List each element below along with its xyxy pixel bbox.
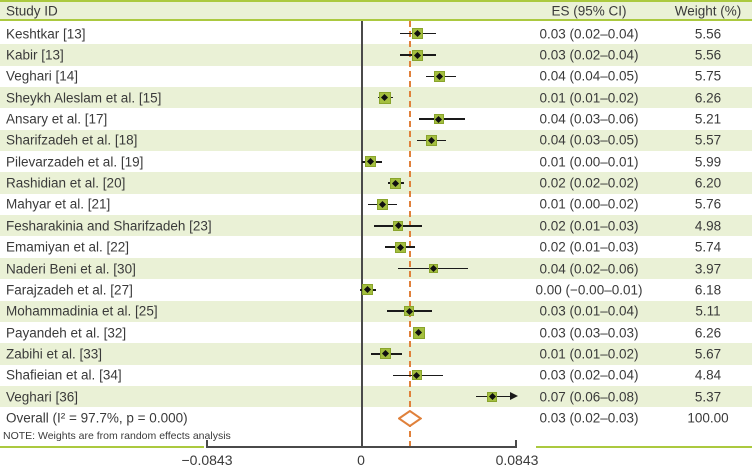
study-es-ci: 0.01 (0.01–0.02) [539, 346, 639, 362]
study-label: Shafieian et al. [34] [6, 367, 122, 383]
study-es-ci: 0.01 (0.00–0.01) [539, 154, 639, 170]
study-row: Sharifzadeh et al. [18] 0.04 (0.03–0.05) 5… [0, 129, 752, 152]
study-weight: 6.26 [694, 325, 722, 341]
study-weight: 5.56 [694, 47, 722, 63]
study-row: Zabihi et al. [33] 0.01 (0.01–0.02) 5.67 [0, 343, 752, 365]
study-row: Veghari [36] 0.07 (0.06–0.08) 5.37 [0, 385, 752, 408]
study-label: Veghari [14] [6, 68, 79, 84]
study-label: Veghari [36] [6, 389, 79, 405]
study-es-ci: 0.04 (0.03–0.06) [539, 111, 639, 127]
x-axis-tick-zero [360, 440, 363, 448]
x-axis-tick-right [515, 440, 517, 448]
study-label: Keshtkar [13] [6, 26, 86, 42]
study-label: Sheykh Aleslam et al. [15] [6, 90, 162, 106]
study-row: Ansary et al. [17] 0.04 (0.03–0.06) 5.21 [0, 108, 752, 129]
study-es-ci: 0.02 (0.01–0.03) [539, 239, 639, 255]
study-label: Mahyar et al. [21] [6, 196, 111, 212]
study-es-ci: 0.02 (0.02–0.02) [539, 175, 639, 191]
study-row: Sheykh Aleslam et al. [15] 0.01 (0.01–0.0… [0, 87, 752, 109]
study-label: Farajzadeh et al. [27] [6, 282, 133, 298]
study-weight: 6.26 [694, 90, 722, 106]
study-row: Veghari [14] 0.04 (0.04–0.05) 5.75 [0, 66, 752, 87]
x-axis-tick-label-left: −0.0843 [181, 452, 233, 468]
x-axis-tick-label-right: 0.0843 [495, 452, 539, 468]
study-weight: 5.56 [694, 26, 722, 42]
study-es-ci: 0.01 (0.00–0.02) [539, 196, 639, 212]
study-label: Rashidian et al. [20] [6, 175, 126, 191]
study-row: Mahyar et al. [21] 0.01 (0.00–0.02) 5.76 [0, 194, 752, 215]
study-weight: 6.20 [694, 175, 722, 191]
study-row: Mohammadinia et al. [25] 0.03 (0.01–0.04)… [0, 300, 752, 322]
study-row: Farajzadeh et al. [27] 0.00 (−0.00–0.01) 6… [0, 279, 752, 300]
study-es-ci: 0.03 (0.02–0.04) [539, 47, 639, 63]
note-text: NOTE: Weights are from random effects an… [3, 430, 231, 442]
overall-label: Overall (I² = 97.7%, p = 0.000) [6, 410, 188, 426]
column-header-weight: Weight (%) [674, 3, 742, 18]
study-weight: 5.99 [694, 154, 722, 170]
study-weight: 4.98 [694, 218, 722, 234]
x-axis-tick-label-zero: 0 [357, 452, 365, 468]
study-weight: 3.97 [694, 261, 722, 277]
study-es-ci: 0.03 (0.02–0.04) [539, 367, 639, 383]
study-weight: 5.75 [694, 68, 722, 84]
study-es-ci: 0.00 (−0.00–0.01) [535, 282, 643, 298]
bottom-border-left [0, 446, 204, 448]
study-es-ci: 0.02 (0.01–0.03) [539, 218, 639, 234]
study-label: Zabihi et al. [33] [6, 346, 103, 362]
study-row: Keshtkar [13] 0.03 (0.02–0.04) 5.56 [0, 23, 752, 44]
study-label: Naderi Beni et al. [30] [6, 261, 136, 277]
study-weight: 4.84 [694, 367, 722, 383]
study-es-ci: 0.04 (0.04–0.05) [539, 68, 639, 84]
x-axis-tick-left [206, 440, 208, 448]
study-weight: 6.18 [694, 282, 722, 298]
study-es-ci: 0.03 (0.03–0.03) [539, 325, 639, 341]
study-label: Kabir [13] [6, 47, 64, 63]
study-row: Kabir [13] 0.03 (0.02–0.04) 5.56 [0, 44, 752, 66]
study-weight: 5.21 [694, 111, 722, 127]
study-es-ci: 0.01 (0.01–0.02) [539, 90, 639, 106]
study-row: Emamiyan et al. [22] 0.02 (0.01–0.03) 5.74 [0, 237, 752, 258]
overall-es-ci: 0.03 (0.02–0.03) [539, 410, 639, 426]
study-weight: 5.11 [695, 303, 721, 319]
table-header: Study ID ES (95% CI) Weight (%) [0, 0, 752, 21]
bottom-border-right [536, 446, 752, 448]
study-label: Sharifzadeh et al. [18] [6, 132, 138, 148]
study-row: Payandeh et al. [32] 0.03 (0.03–0.03) 6.26 [0, 322, 752, 343]
study-row: Naderi Beni et al. [30] 0.04 (0.02–0.06) 3… [0, 257, 752, 280]
study-row: Rashidian et al. [20] 0.02 (0.02–0.02) 6.2… [0, 172, 752, 194]
overall-weight: 100.00 [687, 410, 729, 426]
study-weight: 5.37 [694, 389, 722, 405]
study-row: Fesharakinia and Sharifzadeh [23] 0.02 (0… [0, 215, 752, 237]
column-header-study: Study ID [6, 3, 58, 18]
study-weight: 5.67 [694, 346, 722, 362]
study-row: Pilevarzadeh et al. [19] 0.01 (0.00–0.01)… [0, 151, 752, 172]
study-es-ci: 0.07 (0.06–0.08) [539, 389, 639, 405]
study-row: Shafieian et al. [34] 0.03 (0.02–0.04) 4.8… [0, 365, 752, 386]
study-es-ci: 0.03 (0.02–0.04) [539, 26, 639, 42]
study-label: Emamiyan et al. [22] [6, 239, 130, 255]
column-header-es-ci: ES (95% CI) [551, 3, 627, 18]
study-label: Payandeh et al. [32] [6, 325, 127, 341]
study-label: Mohammadinia et al. [25] [6, 303, 158, 319]
study-weight: 5.57 [694, 132, 722, 148]
study-label: Ansary et al. [17] [6, 111, 108, 127]
study-es-ci: 0.04 (0.02–0.06) [539, 261, 639, 277]
study-label: Pilevarzadeh et al. [19] [6, 154, 144, 170]
study-weight: 5.76 [694, 196, 722, 212]
study-weight: 5.74 [694, 239, 722, 255]
overall-row: Overall (I² = 97.7%, p = 0.000) 0.03 (0.… [0, 407, 752, 429]
study-es-ci: 0.03 (0.01–0.04) [539, 303, 639, 319]
study-label: Fesharakinia and Sharifzadeh [23] [6, 218, 212, 234]
study-es-ci: 0.04 (0.03–0.05) [539, 132, 639, 148]
